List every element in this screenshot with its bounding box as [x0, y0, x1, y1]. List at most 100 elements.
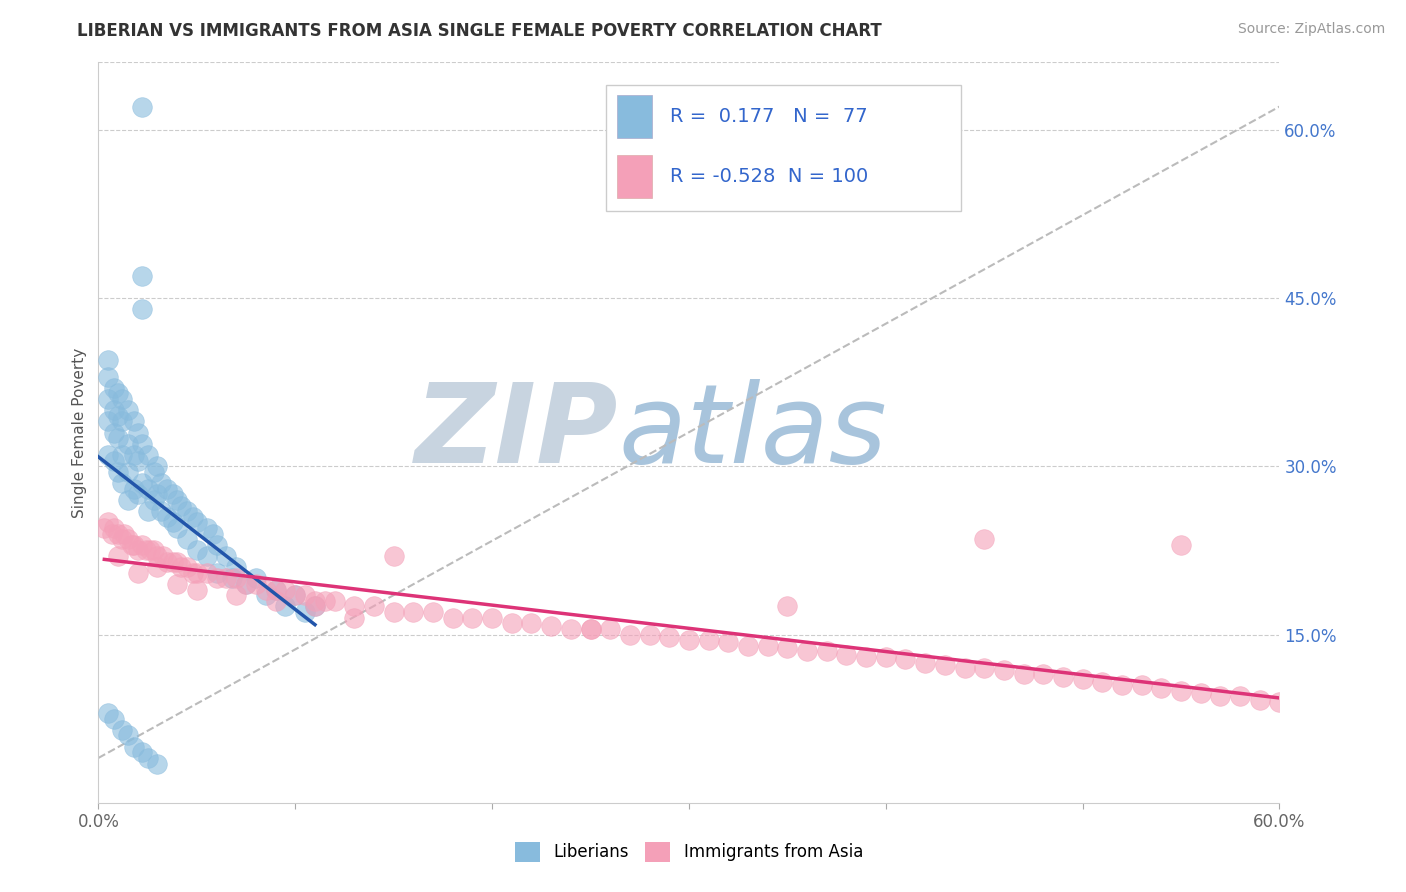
Point [540, 618, 562, 632]
Point [162, 555, 184, 569]
Point [107, 409, 129, 423]
Point [103, 381, 125, 395]
Point [122, 482, 145, 496]
Point [343, 610, 366, 624]
Point [599, 622, 621, 636]
Point [382, 549, 405, 563]
Point [225, 588, 247, 602]
Point [855, 650, 877, 665]
Point [186, 582, 208, 597]
Point [461, 610, 484, 624]
Point [127, 543, 149, 558]
Y-axis label: Single Female Poverty: Single Female Poverty [72, 348, 87, 517]
Point [131, 302, 153, 317]
Point [97, 414, 120, 428]
Text: ZIP: ZIP [415, 379, 619, 486]
Point [111, 414, 134, 428]
Point [638, 627, 661, 641]
Point [245, 571, 267, 585]
Point [136, 504, 159, 518]
Point [127, 487, 149, 501]
Point [284, 588, 307, 602]
Point [1071, 673, 1094, 687]
Point [127, 453, 149, 467]
Point [111, 532, 134, 546]
Point [152, 549, 174, 563]
Point [107, 526, 129, 541]
Point [1249, 692, 1271, 706]
Point [146, 560, 169, 574]
Point [717, 635, 740, 649]
Point [776, 599, 799, 614]
Point [225, 560, 247, 574]
Point [579, 622, 602, 636]
Point [560, 622, 582, 636]
Point [973, 532, 995, 546]
Point [796, 644, 818, 658]
Point [107, 386, 129, 401]
Point [170, 560, 193, 574]
Point [107, 549, 129, 563]
Point [363, 599, 385, 614]
Point [697, 633, 720, 648]
Point [1130, 678, 1153, 692]
Point [520, 616, 543, 631]
Point [205, 538, 228, 552]
Point [678, 633, 700, 648]
Point [402, 605, 425, 619]
Point [111, 448, 134, 462]
Point [1111, 678, 1133, 692]
Point [343, 599, 366, 614]
Point [146, 459, 169, 474]
Point [135, 543, 157, 558]
Point [835, 648, 858, 662]
Point [117, 403, 139, 417]
Point [274, 582, 297, 597]
Point [1032, 666, 1054, 681]
Point [150, 476, 173, 491]
Text: atlas: atlas [619, 379, 887, 486]
Point [382, 605, 405, 619]
Point [101, 526, 124, 541]
Point [658, 630, 681, 644]
Point [127, 425, 149, 440]
Point [274, 599, 297, 614]
Point [181, 509, 204, 524]
Point [150, 504, 173, 518]
Point [1150, 681, 1173, 696]
Point [111, 392, 134, 406]
Point [117, 532, 139, 546]
Point [146, 756, 169, 771]
Point [131, 100, 153, 114]
Point [235, 577, 257, 591]
Point [221, 571, 243, 585]
Point [914, 656, 936, 670]
Point [875, 650, 897, 665]
Point [97, 448, 120, 462]
Point [894, 652, 917, 666]
Point [156, 482, 179, 496]
Point [1170, 538, 1192, 552]
Point [111, 723, 134, 737]
Point [176, 532, 198, 546]
Point [146, 549, 169, 563]
Point [170, 499, 193, 513]
Point [97, 369, 120, 384]
Point [117, 465, 139, 479]
Point [304, 599, 326, 614]
Point [441, 610, 464, 624]
Point [136, 482, 159, 496]
Point [107, 465, 129, 479]
Point [953, 661, 976, 675]
Point [776, 640, 799, 655]
Point [195, 566, 218, 580]
Point [162, 516, 184, 530]
Point [1052, 670, 1074, 684]
Point [103, 712, 125, 726]
Point [304, 594, 326, 608]
Point [215, 549, 238, 563]
Point [176, 560, 198, 574]
Point [993, 664, 1015, 678]
Legend: Liberians, Immigrants from Asia: Liberians, Immigrants from Asia [508, 835, 870, 869]
Point [156, 509, 179, 524]
